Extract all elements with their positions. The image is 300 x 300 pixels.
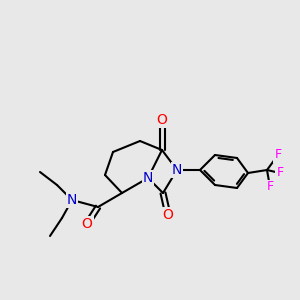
Text: F: F <box>266 181 274 194</box>
Text: O: O <box>157 113 167 127</box>
Text: N: N <box>67 193 77 207</box>
Text: N: N <box>172 163 182 177</box>
Text: F: F <box>276 167 284 179</box>
Text: N: N <box>143 171 153 185</box>
Text: F: F <box>274 148 282 161</box>
Text: O: O <box>163 208 173 222</box>
Text: O: O <box>82 217 92 231</box>
